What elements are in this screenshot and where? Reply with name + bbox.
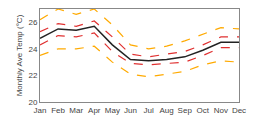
- svg-text:Sep: Sep: [178, 106, 193, 115]
- svg-text:Mar: Mar: [69, 106, 83, 115]
- svg-text:Jun: Jun: [124, 106, 137, 115]
- svg-text:Dec: Dec: [232, 106, 246, 115]
- svg-text:26: 26: [28, 18, 37, 27]
- svg-text:May: May: [105, 106, 120, 115]
- svg-text:Feb: Feb: [51, 106, 65, 115]
- svg-text:24: 24: [28, 45, 37, 54]
- svg-text:Nov: Nov: [214, 106, 228, 115]
- svg-text:Monthly Ave Temp (°C): Monthly Ave Temp (°C): [15, 14, 24, 96]
- svg-text:Jan: Jan: [34, 106, 47, 115]
- svg-text:Apr: Apr: [88, 106, 101, 115]
- svg-text:20: 20: [28, 98, 37, 107]
- svg-text:Aug: Aug: [160, 106, 174, 115]
- svg-text:Oct: Oct: [197, 106, 210, 115]
- svg-text:22: 22: [28, 71, 37, 80]
- svg-text:Jul: Jul: [143, 106, 153, 115]
